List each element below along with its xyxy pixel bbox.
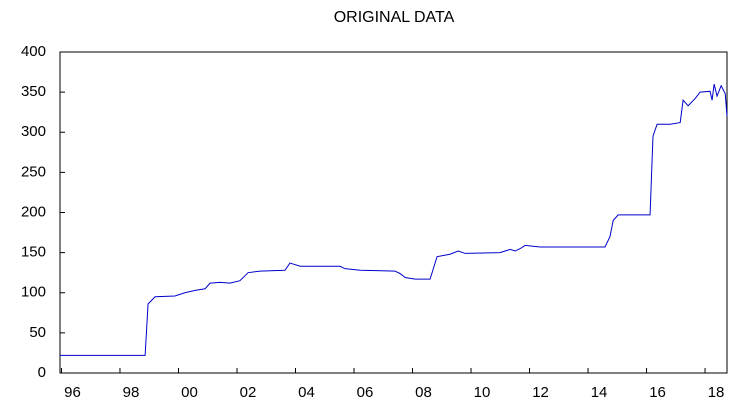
x-tick-label: 16 [649,384,666,401]
x-tick-label: 18 [708,384,725,401]
plot-frame [59,51,728,374]
chart-title: ORIGINAL DATA [334,9,455,26]
x-tick-label: 02 [240,384,257,401]
y-tick-label: 50 [29,324,46,341]
x-tick-label: 00 [181,384,198,401]
y-tick-label: 150 [21,244,46,261]
x-tick-label: 12 [532,384,549,401]
x-tick-label: 04 [298,384,315,401]
x-tick-label: 08 [415,384,432,401]
y-tick-label: 350 [21,83,46,100]
y-tick-label: 200 [21,203,46,220]
y-tick-label: 0 [38,364,46,381]
x-tick-label: 98 [123,384,140,401]
y-tick-label: 400 [21,43,46,60]
y-tick-label: 100 [21,284,46,301]
x-tick-label: 06 [357,384,374,401]
y-tick-label: 250 [21,163,46,180]
x-tick-label: 10 [474,384,491,401]
data-line [60,83,728,356]
x-tick-label: 96 [64,384,81,401]
y-tick-label: 300 [21,123,46,140]
x-tick-label: 14 [591,384,608,401]
